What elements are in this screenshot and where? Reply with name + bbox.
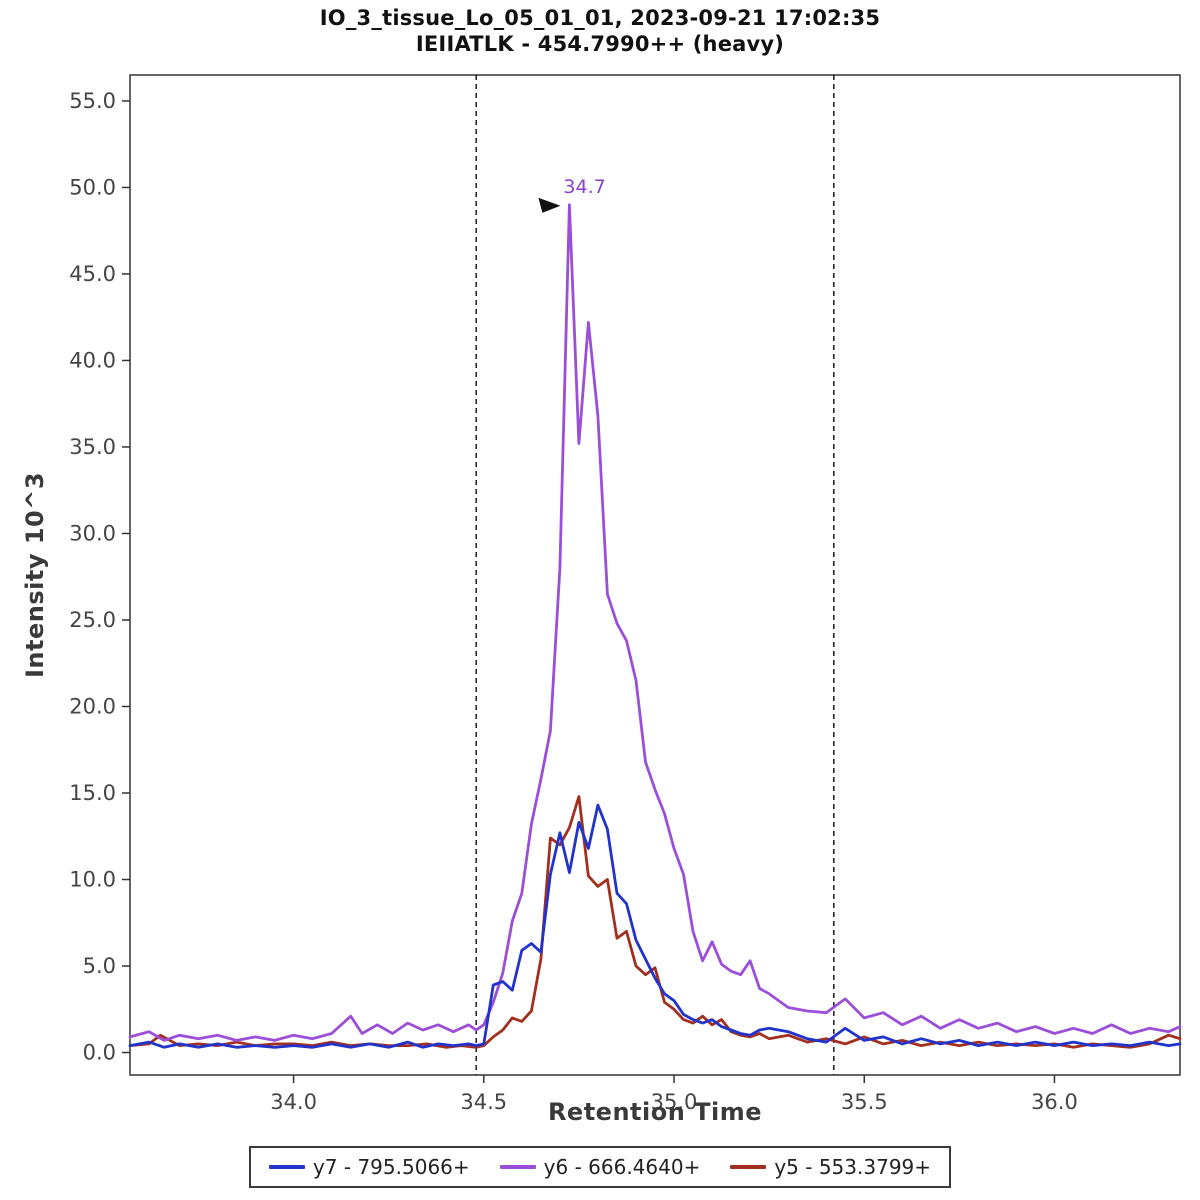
- chart-title-line2: IEIIATLK - 454.7990++ (heavy): [415, 32, 785, 56]
- legend-line-swatch-y6: [499, 1165, 536, 1169]
- legend-item-y5: y5 - 553.3799+: [730, 1155, 931, 1179]
- series-line-y7: [128, 803, 1182, 1049]
- legend-label-y5: y5 - 553.3799+: [774, 1155, 932, 1179]
- y-tick-label: 15.0: [69, 781, 116, 805]
- x-axis-label: Retention Time: [547, 1098, 763, 1126]
- y-axis-label: Intensity 10^3: [21, 471, 49, 679]
- y-tick-label: 10.0: [69, 867, 116, 891]
- y-tick-label: 45.0: [69, 262, 116, 286]
- series-line-y5: [128, 795, 1182, 1049]
- peak-annotation-label: 34.7: [563, 176, 605, 198]
- y-tick-label: 5.0: [83, 954, 116, 978]
- legend-line-swatch-y5: [730, 1165, 767, 1169]
- y-tick-label: 25.0: [69, 608, 116, 632]
- legend-item-y7: y7 - 795.5066+: [268, 1155, 470, 1179]
- y-tick-label: 35.0: [69, 435, 116, 459]
- x-tick-label: 34.0: [270, 1090, 317, 1114]
- legend: y7 - 795.5066+ y6 - 666.4640+ y5 - 553.3…: [0, 1146, 1200, 1188]
- y-tick-label: 40.0: [69, 348, 116, 372]
- y-tick-label: 20.0: [69, 694, 116, 718]
- legend-box: y7 - 795.5066+ y6 - 666.4640+ y5 - 553.3…: [248, 1146, 952, 1188]
- legend-item-y6: y6 - 666.4640+: [499, 1155, 701, 1179]
- y-tick-label: 30.0: [69, 521, 116, 545]
- x-tick-label: 34.5: [460, 1090, 507, 1114]
- chart-title-line1: IO_3_tissue_Lo_05_01_01, 2023-09-21 17:0…: [319, 6, 881, 30]
- legend-label-y7: y7 - 795.5066+: [312, 1155, 470, 1179]
- x-tick-label: 35.0: [651, 1090, 698, 1114]
- plot-border: [129, 74, 1181, 1076]
- peak-arrow-icon: [538, 197, 561, 213]
- y-tick-label: 50.0: [69, 175, 116, 199]
- y-tick-label: 55.0: [69, 89, 116, 113]
- x-tick-label: 36.0: [1031, 1090, 1078, 1114]
- chromatogram-plot[interactable]: 0.0 5.0 10.0 15.0 20.0 25.0 30.0 35.0 40.0 45.0 50…: [0, 0, 1200, 1145]
- x-tick-label: 35.5: [841, 1090, 888, 1114]
- legend-label-y6: y6 - 666.4640+: [543, 1155, 701, 1179]
- y-tick-label: 0.0: [83, 1041, 116, 1065]
- series-line-y6: [128, 203, 1182, 1042]
- legend-line-swatch-y7: [268, 1165, 305, 1169]
